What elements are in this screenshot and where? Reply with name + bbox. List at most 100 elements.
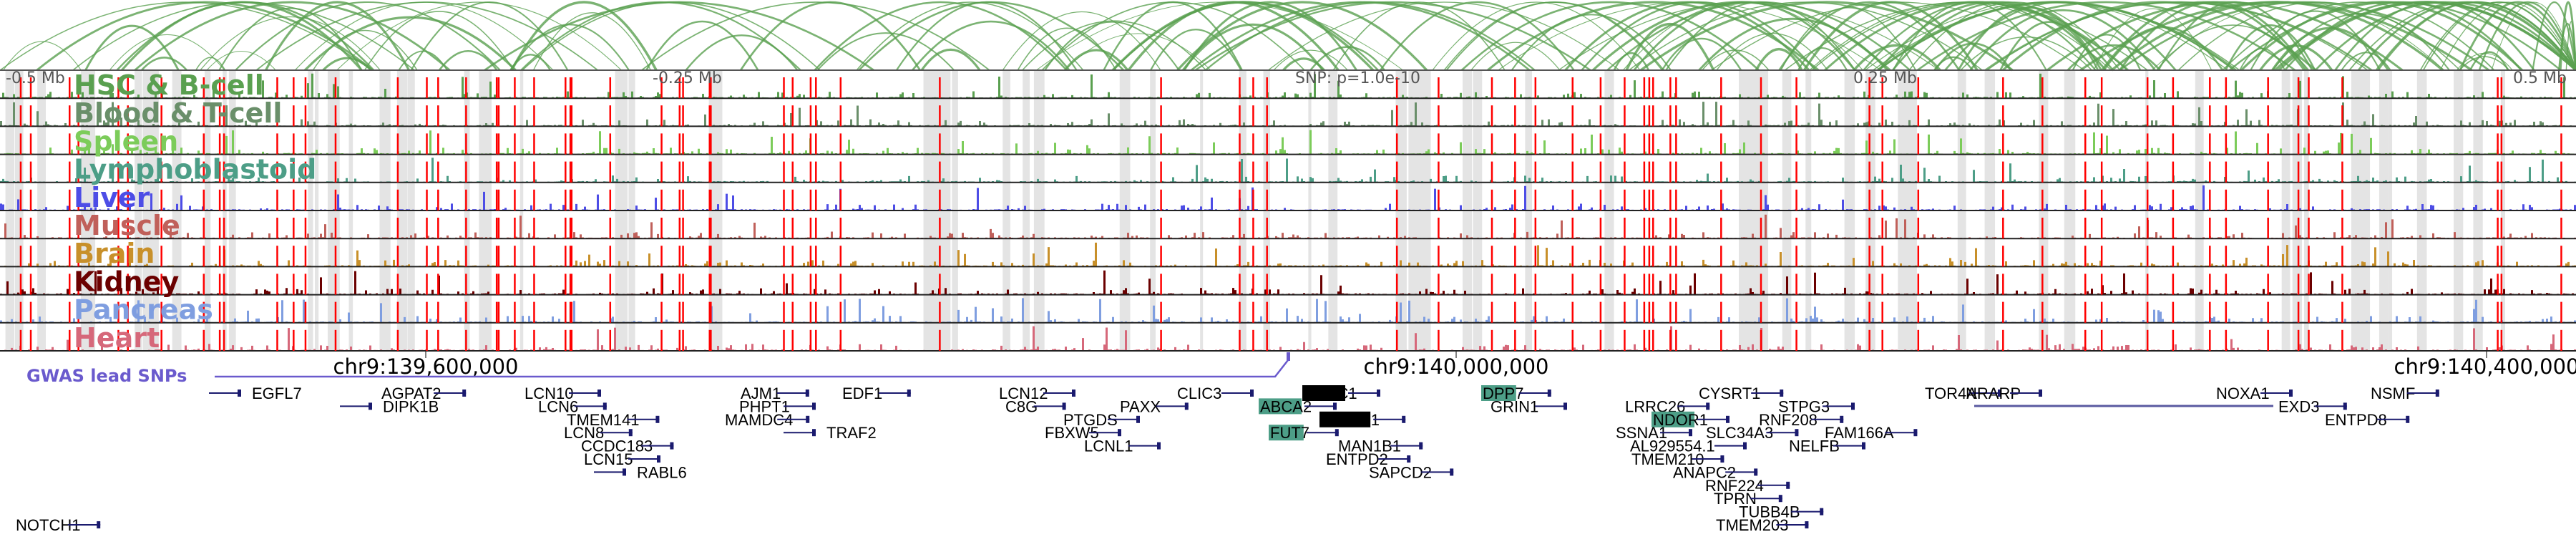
gene-nsmf[interactable]: NSMF xyxy=(2371,384,2439,402)
gene-label[interactable]: RNF224 xyxy=(1705,477,1764,495)
gene-noxa1[interactable]: NOXA1 xyxy=(2216,384,2293,402)
gene-anapc2[interactable]: ANAPC2 xyxy=(1673,463,1758,481)
gene-phpt1[interactable]: PHPT1 xyxy=(739,397,816,415)
gene-label[interactable]: LCN12 xyxy=(999,384,1048,402)
gene-label[interactable]: LCN10 xyxy=(525,384,573,402)
gene-tmem141[interactable]: TMEM141 xyxy=(567,411,660,429)
gene-label[interactable]: TRAF2 xyxy=(826,424,877,442)
gene-label[interactable]: CYSRT1 xyxy=(1699,384,1760,402)
gene-label[interactable]: EGFL7 xyxy=(252,384,302,402)
gene-label[interactable]: PAXX xyxy=(1120,397,1161,415)
gene-man1b1[interactable]: MAN1B1 xyxy=(1338,437,1423,455)
gene-label[interactable]: AGPAT2 xyxy=(381,384,441,402)
gene-dipk1b[interactable]: DIPK1B xyxy=(340,397,439,415)
gene-paxx[interactable]: PAXX xyxy=(1120,397,1189,415)
gene-c8g[interactable]: C8G xyxy=(1005,397,1066,415)
gene-label[interactable]: SSNA1 xyxy=(1616,424,1667,442)
gene-uap1l1[interactable]: UAP1L1 xyxy=(1319,411,1406,429)
exon xyxy=(1118,429,1121,437)
gene-nrarp[interactable]: NRARP xyxy=(1966,384,2042,402)
gene-label[interactable]: ENTPD8 xyxy=(2325,411,2387,429)
gene-label[interactable]: AL929554.1 xyxy=(1630,437,1715,455)
gene-label[interactable]: RNF208 xyxy=(1759,411,1818,429)
gene-stpg3[interactable]: STPG3 xyxy=(1778,397,1855,415)
gene-fam166a[interactable]: FAM166A xyxy=(1825,424,1918,442)
gene-label[interactable]: EDF1 xyxy=(842,384,882,402)
interaction-arc xyxy=(1194,1,1591,71)
gene-slc34a3[interactable]: SLC34A3 xyxy=(1706,424,1799,442)
gene-tubb4b[interactable]: TUBB4B xyxy=(1739,503,1824,521)
gene-ccdc183[interactable]: CCDC183 xyxy=(581,437,674,455)
gene-fbxw5[interactable]: FBXW5 xyxy=(1045,424,1121,442)
gene-fut7[interactable]: FUT7 xyxy=(1269,424,1339,442)
gene-lcn10[interactable]: LCN10 xyxy=(525,384,601,402)
gene-label[interactable]: DIPK1B xyxy=(383,397,439,415)
gene-ptgds[interactable]: PTGDS xyxy=(1063,411,1140,429)
gene-label[interactable]: DPP7 xyxy=(1483,384,1523,402)
gene-edf1[interactable]: EDF1 xyxy=(842,384,911,402)
gene-label[interactable]: PHPT1 xyxy=(739,397,790,415)
gene-label[interactable]: AJM1 xyxy=(741,384,781,402)
gene-label[interactable]: EXD3 xyxy=(2278,397,2319,415)
gene-entpd2[interactable]: ENTPD2 xyxy=(1326,450,1411,468)
gene-label[interactable]: ABCA2 xyxy=(1260,397,1312,415)
gwas-lead-snp-marker[interactable] xyxy=(1287,352,1290,361)
exon xyxy=(1780,390,1784,397)
gene-lcnl1[interactable]: LCNL1 xyxy=(1084,437,1161,455)
gene-label[interactable]: ENTPD2 xyxy=(1326,450,1388,468)
gene-cysrt1[interactable]: CYSRT1 xyxy=(1699,384,1784,402)
gene-label[interactable]: C8G xyxy=(1005,397,1038,415)
gene-label[interactable]: CLIC3 xyxy=(1177,384,1221,402)
gene-ssna1[interactable]: SSNA1 xyxy=(1616,424,1692,442)
gene-npdc1[interactable]: NPDC1 xyxy=(1302,384,1380,402)
gene-label[interactable]: LCNL1 xyxy=(1084,437,1133,455)
interaction-arc xyxy=(1957,6,2102,71)
exon xyxy=(2435,390,2439,397)
gene-ndor1[interactable]: NDOR1 xyxy=(1652,411,1729,429)
gene-lcn8[interactable]: LCN8 xyxy=(564,424,633,442)
gene-label[interactable]: SLC34A3 xyxy=(1706,424,1773,442)
gene-abca2[interactable]: ABCA2 xyxy=(1259,397,1337,415)
gene-label[interactable]: UAP1L1 xyxy=(1321,411,1380,429)
gene-label[interactable]: CCDC183 xyxy=(581,437,653,455)
gene-label[interactable]: TUBB4B xyxy=(1739,503,1800,521)
gene-ajm1[interactable]: AJM1 xyxy=(741,384,809,402)
gene-tmem203[interactable]: TMEM203 xyxy=(1716,516,1809,534)
gene-agpat2[interactable]: AGPAT2 xyxy=(381,384,467,402)
gene-egfl7[interactable]: EGFL7 xyxy=(209,384,302,402)
gene-lcn15[interactable]: LCN15 xyxy=(584,450,660,468)
gene-label[interactable]: LCN8 xyxy=(564,424,604,442)
gene-dpp7[interactable]: DPP7 xyxy=(1481,384,1551,402)
gene-tor4a[interactable]: TOR4A xyxy=(1925,384,2001,402)
gene-label[interactable]: GRIN1 xyxy=(1491,397,1538,415)
gene-label[interactable]: TOR4A xyxy=(1925,384,1977,402)
gene-tmem210[interactable]: TMEM210 xyxy=(1631,450,1724,468)
gene-rabl6[interactable]: RABL6 xyxy=(594,463,687,481)
gene-sapcd2[interactable]: SAPCD2 xyxy=(1369,463,1454,481)
gene-label[interactable]: LCN15 xyxy=(584,450,633,468)
gene-label[interactable]: RABL6 xyxy=(637,463,687,481)
exon xyxy=(238,390,241,397)
gene-label[interactable]: FUT7 xyxy=(1270,424,1309,442)
gene-nelfb[interactable]: NELFB xyxy=(1789,437,1865,455)
gene-exd3[interactable]: EXD3 xyxy=(2278,397,2347,415)
gene-al929554-1[interactable]: AL929554.1 xyxy=(1630,437,1747,455)
gene-rnf208[interactable]: RNF208 xyxy=(1759,411,1844,429)
gene-label[interactable]: STPG3 xyxy=(1778,397,1830,415)
gene-label[interactable]: NELFB xyxy=(1789,437,1840,455)
gene-label[interactable]: TPRN xyxy=(1714,490,1757,508)
gene-entpd8[interactable]: ENTPD8 xyxy=(2325,411,2410,429)
gene-grin1[interactable]: GRIN1 xyxy=(1491,397,1567,415)
gene-lcn6[interactable]: LCN6 xyxy=(538,397,607,415)
gene-label[interactable]: LCN6 xyxy=(538,397,578,415)
gene-tprn[interactable]: TPRN xyxy=(1714,490,1782,508)
gene-label[interactable]: FAM166A xyxy=(1825,424,1894,442)
gene-rnf224[interactable]: RNF224 xyxy=(1705,477,1790,495)
interaction-arc xyxy=(510,1,658,71)
gene-notch1[interactable]: NOTCH1 xyxy=(16,516,101,534)
gene-clic3[interactable]: CLIC3 xyxy=(1177,384,1254,402)
gene-mamdc4[interactable]: MAMDC4 xyxy=(725,411,810,429)
gene-traf2[interactable]: TRAF2 xyxy=(784,424,877,442)
gene-lcn12[interactable]: LCN12 xyxy=(999,384,1075,402)
